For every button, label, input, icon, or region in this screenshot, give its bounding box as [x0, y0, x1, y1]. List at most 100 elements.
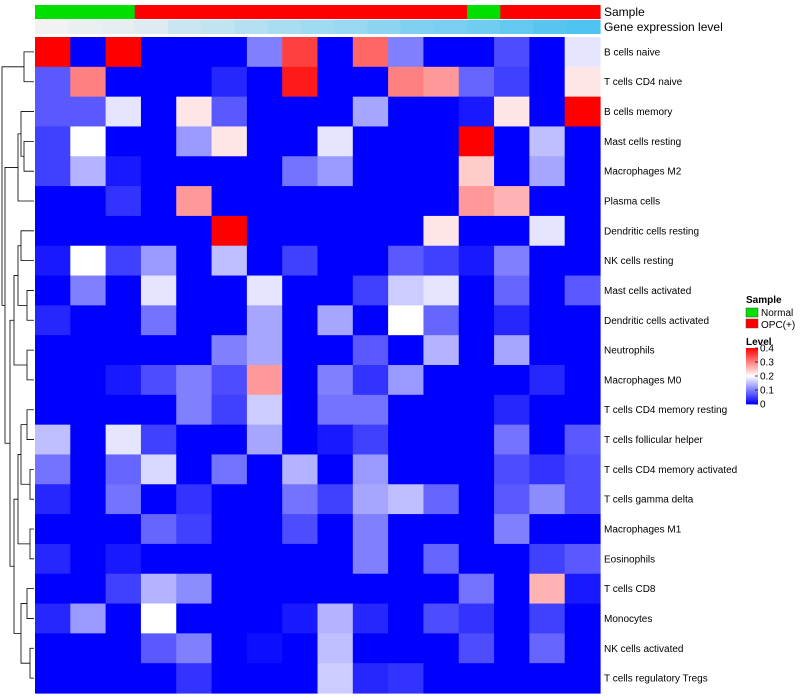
heatmap-cell — [282, 305, 319, 336]
heatmap-cell — [246, 156, 283, 187]
dendrogram-branch — [26, 409, 34, 440]
heatmap-cell — [140, 394, 177, 426]
row-label: T cells regulatory Tregs — [604, 674, 708, 685]
heatmap-cell — [458, 394, 495, 426]
heatmap-cell — [564, 335, 601, 366]
heatmap-cell — [211, 633, 248, 664]
colorbar-segment — [746, 399, 758, 402]
heatmap-cell — [176, 543, 213, 575]
expression-annotation-cell — [134, 20, 169, 34]
colorbar-segment — [746, 384, 758, 387]
heatmap-cell — [423, 305, 460, 336]
heatmap-cell — [529, 543, 566, 575]
sample-legend-title: Sample — [746, 295, 782, 306]
sample-annotation-cell — [300, 5, 335, 19]
heatmap-cell — [282, 365, 319, 396]
heatmap-cell — [529, 663, 566, 694]
heatmap-cell — [352, 156, 389, 187]
colorbar-segment — [746, 381, 758, 384]
heatmap-cell — [494, 66, 530, 98]
heatmap-cell — [70, 394, 107, 426]
heatmap-cell — [423, 186, 460, 217]
colorbar-segment — [746, 350, 758, 353]
heatmap-cell — [176, 245, 213, 277]
row-label: T cells CD4 memory activated — [604, 465, 737, 476]
heatmap-cell — [423, 663, 460, 694]
heatmap-cell — [564, 156, 601, 187]
heatmap-cell — [140, 66, 177, 98]
heatmap-cell — [70, 484, 107, 515]
heatmap-cell — [35, 573, 71, 605]
heatmap-cell — [317, 573, 354, 605]
heatmap-cell — [388, 633, 425, 664]
heatmap-cell — [105, 454, 142, 485]
heatmap-cell — [317, 275, 354, 306]
heatmap-cell — [423, 603, 460, 634]
heatmap-cell — [282, 215, 319, 247]
sample-annotation-cell — [566, 5, 601, 19]
heatmap-cell — [458, 663, 495, 694]
heatmap-cell — [317, 454, 354, 485]
heatmap-cell — [458, 514, 495, 545]
heatmap-cell — [494, 156, 530, 187]
heatmap-cell — [35, 514, 71, 545]
row-labels: B cells naive T cells CD4 naive B cells me… — [604, 47, 737, 684]
heatmap-cell — [317, 215, 354, 247]
heatmap-cell — [246, 365, 283, 396]
heatmap-cell — [105, 66, 142, 98]
legend-label-normal: Normal — [761, 308, 793, 319]
row-label: Macrophages M0 — [604, 375, 682, 386]
heatmap-cell — [176, 215, 213, 247]
heatmap-cell — [317, 633, 354, 664]
heatmap-cell — [458, 96, 495, 128]
row-label: T cells CD4 memory resting — [604, 405, 727, 416]
heatmap-cell — [70, 543, 107, 575]
heatmap-cell — [494, 514, 530, 545]
heatmap-cell — [494, 424, 530, 456]
heatmap-cell — [564, 573, 601, 605]
heatmap-cell — [317, 305, 354, 336]
colorbar-segment — [746, 394, 758, 396]
heatmap-cell — [458, 573, 495, 605]
dendrogram-branch — [20, 111, 34, 157]
colorbar-segment — [746, 383, 758, 385]
heatmap-cell — [529, 484, 566, 515]
heatmap-cell — [564, 543, 601, 575]
dendrogram-branch — [1, 66, 24, 306]
heatmap-cell — [140, 633, 177, 664]
heatmap-cell — [246, 335, 283, 366]
heatmap-cell — [282, 633, 319, 664]
dendrogram-branch — [17, 133, 34, 202]
heatmap-cell — [211, 245, 248, 277]
dendrogram-branch — [17, 454, 30, 545]
heatmap-cell — [423, 335, 460, 366]
dendrogram-branch — [26, 349, 34, 381]
heatmap-cell — [211, 126, 248, 157]
heatmap-cell — [317, 484, 354, 515]
heatmap-cell — [529, 573, 566, 605]
sample-annotation-cell — [433, 5, 468, 19]
row-label: NK cells activated — [604, 644, 683, 655]
heatmap-cell — [282, 394, 319, 426]
heatmap-cell — [494, 245, 530, 277]
heatmap-cell — [140, 245, 177, 277]
expression-annotation-cell — [201, 20, 236, 34]
dendrogram-branch — [23, 140, 34, 172]
colorbar-segment — [746, 395, 758, 398]
dendrogram-branch — [4, 167, 18, 444]
colorbar-segment — [746, 397, 758, 399]
dendrogram-branch — [20, 230, 34, 262]
heatmap-cell — [423, 424, 460, 456]
heatmap-cell — [211, 543, 248, 575]
heatmap-cell — [282, 573, 319, 605]
heatmap-cell — [352, 186, 389, 217]
dendrogram-branch — [29, 528, 34, 560]
heatmap-cell — [388, 663, 425, 694]
heatmap-cell — [529, 514, 566, 545]
heatmap-cell — [105, 305, 142, 336]
heatmap-cell — [211, 305, 248, 336]
heatmap-cell — [246, 543, 283, 575]
heatmap-cell — [246, 126, 283, 157]
colorbar-segment — [746, 356, 758, 359]
heatmap-cell — [176, 663, 213, 694]
